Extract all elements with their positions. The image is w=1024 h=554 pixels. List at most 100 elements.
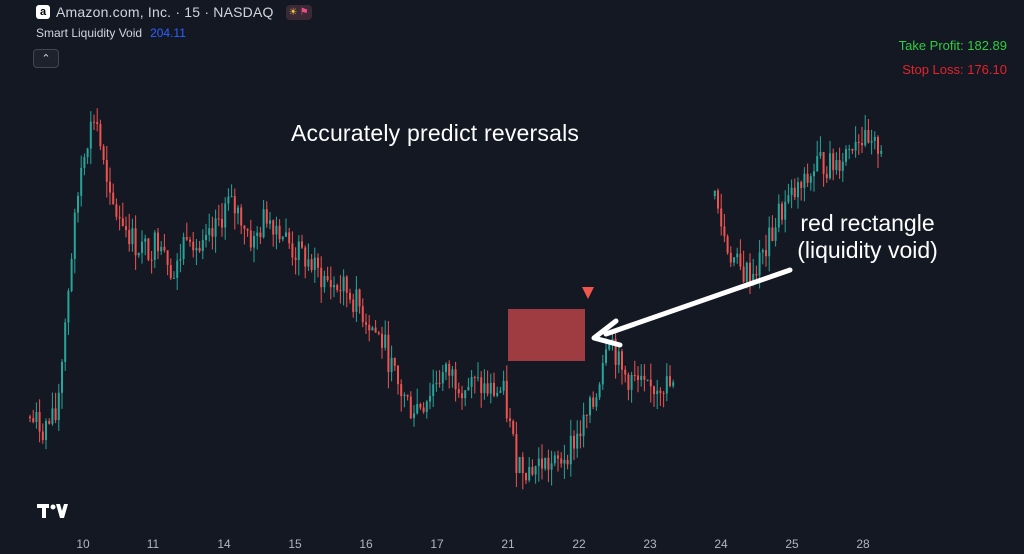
annotation-void-line2: (liquidity void) bbox=[797, 237, 938, 263]
candle-body bbox=[544, 457, 547, 469]
candle-body bbox=[73, 212, 76, 259]
candle-body bbox=[512, 420, 515, 435]
symbol-header[interactable]: a Amazon.com, Inc. · 15 · NASDAQ ☀ ⚑ bbox=[36, 3, 312, 21]
candle-body bbox=[739, 253, 742, 267]
candle-body bbox=[301, 241, 303, 248]
candle-body bbox=[499, 390, 502, 393]
candle-body bbox=[67, 290, 70, 323]
candle-body bbox=[809, 176, 812, 183]
candle-body bbox=[448, 363, 451, 376]
candle-body bbox=[131, 228, 134, 245]
candle-body bbox=[483, 383, 486, 394]
stop-loss-label: Stop Loss: 176.10 bbox=[902, 62, 1007, 77]
symbol-title[interactable]: Amazon.com, Inc. · 15 · NASDAQ bbox=[56, 4, 274, 20]
candle-body bbox=[128, 229, 131, 245]
candle-body bbox=[845, 149, 847, 162]
candle-body bbox=[848, 148, 851, 150]
candle-body bbox=[832, 153, 835, 171]
candle-body bbox=[880, 150, 883, 154]
candle-body bbox=[672, 382, 675, 386]
flag-icon: ⚑ bbox=[299, 6, 309, 18]
candle-body bbox=[192, 241, 195, 251]
candle-body bbox=[461, 393, 463, 399]
candle-body bbox=[496, 392, 499, 396]
indicator-value: 204.11 bbox=[150, 26, 186, 40]
candle-body bbox=[342, 276, 345, 292]
take-profit-label: Take Profit: 182.89 bbox=[898, 38, 1007, 53]
candle-body bbox=[323, 276, 326, 288]
candle-body bbox=[237, 207, 239, 214]
candle-body bbox=[86, 148, 89, 158]
candle-body bbox=[473, 377, 476, 379]
candle-body bbox=[48, 420, 51, 424]
candle-body bbox=[291, 243, 294, 258]
time-axis-label: 17 bbox=[430, 537, 444, 551]
candle-body bbox=[829, 153, 831, 179]
candle-body bbox=[464, 390, 467, 399]
indicator-name[interactable]: Smart Liquidity Void bbox=[36, 26, 143, 40]
time-axis-label: 23 bbox=[643, 537, 657, 551]
candle-body bbox=[240, 207, 243, 226]
candle-body bbox=[118, 216, 121, 219]
candle-body bbox=[64, 322, 67, 362]
candle-body bbox=[723, 226, 726, 237]
candle-body bbox=[345, 276, 348, 293]
candle-body bbox=[144, 238, 147, 242]
candle-body bbox=[816, 156, 819, 172]
candle-body bbox=[489, 382, 492, 394]
candle-body bbox=[550, 463, 553, 470]
candle-body bbox=[160, 246, 163, 252]
candle-body bbox=[35, 412, 38, 423]
candle-body bbox=[429, 396, 431, 402]
candle-body bbox=[163, 246, 166, 251]
candle-body bbox=[416, 404, 419, 414]
candle-body bbox=[294, 257, 297, 260]
indicator-legend[interactable]: Smart Liquidity Void 204.11 bbox=[36, 26, 186, 40]
time-axis-label: 22 bbox=[572, 537, 586, 551]
candle-body bbox=[45, 420, 47, 440]
status-badges[interactable]: ☀ ⚑ bbox=[285, 4, 312, 20]
candle-body bbox=[361, 306, 364, 323]
candle-body bbox=[371, 327, 374, 331]
candle-body bbox=[531, 467, 534, 475]
candle-body bbox=[157, 232, 159, 252]
candle-body bbox=[646, 379, 649, 381]
candle-body bbox=[793, 187, 796, 198]
candle-body bbox=[838, 160, 841, 171]
time-axis[interactable]: 10 11 14 15 16 17 21 22 23 24 25 28 bbox=[0, 537, 1024, 554]
annotation-headline: Accurately predict reversals bbox=[291, 120, 580, 146]
candle-body bbox=[777, 203, 780, 228]
candle-body bbox=[790, 187, 793, 196]
candle-body bbox=[214, 218, 217, 237]
candle-body bbox=[182, 237, 185, 260]
candle-body bbox=[598, 384, 601, 398]
collapse-legend-button[interactable]: ⌃ bbox=[33, 49, 59, 68]
candle-body bbox=[547, 457, 550, 470]
candle-body bbox=[275, 225, 278, 235]
candle-body bbox=[102, 146, 105, 161]
candle-body bbox=[125, 226, 127, 230]
candle-body bbox=[339, 290, 342, 292]
candle-body bbox=[329, 280, 332, 288]
tradingview-logo[interactable] bbox=[37, 502, 69, 520]
candle-body bbox=[313, 257, 316, 270]
candle-body bbox=[761, 250, 764, 253]
candle-body bbox=[365, 322, 367, 325]
candle-body bbox=[717, 190, 719, 209]
time-axis-label: 24 bbox=[714, 537, 728, 551]
candle-body bbox=[557, 455, 559, 459]
candlestick-series bbox=[29, 108, 883, 490]
candle-body bbox=[486, 383, 489, 394]
candle-body bbox=[745, 262, 748, 282]
candle-body bbox=[176, 260, 179, 278]
candle-body bbox=[355, 289, 358, 312]
candle-body bbox=[813, 171, 815, 177]
candle-body bbox=[352, 299, 355, 312]
candle-body bbox=[445, 363, 447, 373]
candle-body bbox=[662, 392, 665, 394]
candle-body bbox=[553, 455, 556, 464]
time-axis-label: 15 bbox=[288, 537, 302, 551]
candle-body bbox=[246, 228, 249, 231]
candle-body bbox=[534, 466, 537, 475]
